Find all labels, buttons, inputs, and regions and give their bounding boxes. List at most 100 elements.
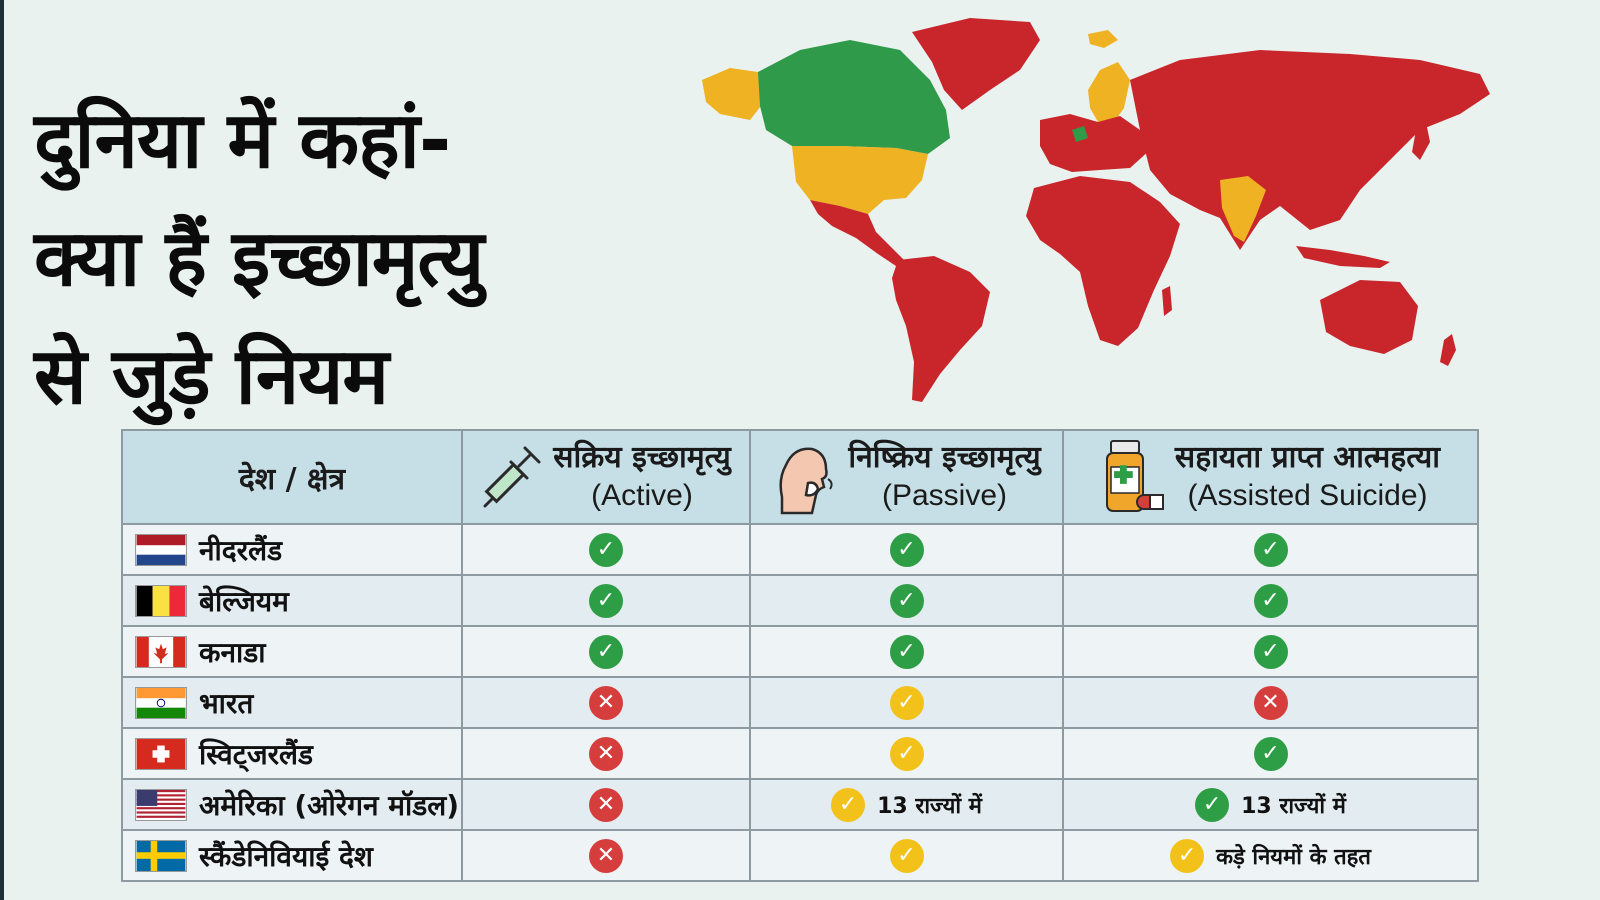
assisted-column-header: सहायता प्राप्त आत्महत्या (Assisted Suici… [1062, 429, 1479, 525]
map-south-america [892, 256, 990, 402]
map-benelux [1072, 126, 1088, 142]
switzerland-flag-icon [135, 737, 187, 770]
passive-status-cell: ✓ [749, 574, 1064, 627]
check-icon: ✓ [1170, 838, 1205, 873]
passive-column-header: निष्क्रिय इच्छामृत्यु (Passive) [749, 429, 1064, 525]
active-status-cell: ✓ [461, 523, 751, 576]
map-africa [1026, 176, 1180, 346]
netherlands-flag-icon [135, 533, 187, 566]
check-icon: ✓ [1253, 634, 1288, 669]
assisted-column-title: सहायता प्राप्त आत्महत्या [1174, 440, 1441, 475]
map-indonesia [1296, 246, 1390, 268]
country-name: स्कैंडेनिवियाई देश [199, 839, 373, 873]
active-status-cell: ✓ [461, 625, 751, 678]
syringe-icon [483, 446, 541, 508]
map-madagascar [1162, 286, 1172, 316]
check-icon: ✓ [589, 634, 623, 669]
assisted-status-cell: ✓ 13 राज्यों में [1062, 778, 1479, 831]
passive-status-cell: ✓ 13 राज्यों में [749, 778, 1064, 831]
table-row: स्विट्जरलैंड ✕ ✓ ✓ [121, 727, 1479, 780]
country-header-label: देश / क्षेत्र [238, 461, 346, 497]
country-column-header: देश / क्षेत्र [121, 429, 463, 525]
passive-column-title: निष्क्रिय इच्छामृत्यु [848, 440, 1041, 475]
table-row: भारत ✕ ✓ ✕ [121, 676, 1479, 729]
country-cell: अमेरिका (ओरेगन मॉडल) [121, 778, 463, 831]
left-edge-bar [0, 0, 4, 900]
check-icon: ✓ [889, 838, 924, 873]
cross-icon: ✕ [589, 685, 623, 720]
status-note: कड़े नियमों के तहत [1216, 844, 1371, 870]
check-icon: ✓ [1253, 583, 1288, 618]
table-row: स्कैंडेनिवियाई देश ✕ ✓ ✓ कड़े नियमों के तहत [121, 829, 1479, 882]
check-icon: ✓ [889, 583, 924, 618]
passive-status-cell: ✓ [749, 523, 1064, 576]
assisted-status-cell: ✓ [1062, 574, 1479, 627]
country-cell: भारत [121, 676, 463, 729]
title-line-3: से जुड़े नियम [34, 332, 389, 423]
active-status-cell: ✕ [461, 676, 751, 729]
check-icon: ✓ [589, 583, 623, 618]
assisted-status-cell: ✓ [1062, 523, 1479, 576]
country-cell: स्कैंडेनिवियाई देश [121, 829, 463, 882]
active-status-cell: ✓ [461, 574, 751, 627]
india-flag-icon [135, 686, 187, 719]
map-scandinavia [1088, 62, 1130, 128]
country-name: नीदरलैंड [199, 533, 283, 567]
map-europe [1040, 114, 1150, 172]
check-icon: ✓ [1195, 787, 1230, 822]
country-cell: कनाडा [121, 625, 463, 678]
table-row: कनाडा ✓ ✓ ✓ [121, 625, 1479, 678]
passive-column-subtitle: (Passive) [881, 479, 1008, 512]
active-status-cell: ✕ [461, 727, 751, 780]
assisted-status-cell: ✓ कड़े नियमों के तहत [1062, 829, 1479, 882]
active-column-header: सक्रिय इच्छामृत्यु (Active) [461, 429, 751, 525]
cross-icon: ✕ [1253, 685, 1288, 720]
table-row: बेल्जियम ✓ ✓ ✓ [121, 574, 1479, 627]
country-name: अमेरिका (ओरेगन मॉडल) [199, 788, 460, 822]
country-name: स्विट्जरलैंड [199, 737, 314, 771]
check-icon: ✓ [1253, 736, 1288, 771]
check-icon: ✓ [831, 787, 866, 822]
sweden-flag-icon [135, 839, 187, 872]
country-cell: स्विट्जरलैंड [121, 727, 463, 780]
cross-icon: ✕ [589, 838, 623, 873]
map-canada [758, 40, 950, 154]
passive-status-cell: ✓ [749, 676, 1064, 729]
map-usa [792, 146, 928, 214]
page-title: दुनिया में कहां- क्या हैं इच्छामृत्यु से… [34, 82, 714, 436]
check-icon: ✓ [889, 685, 924, 720]
check-icon: ✓ [1253, 532, 1288, 567]
assisted-column-subtitle: (Assisted Suicide) [1187, 479, 1428, 512]
status-note: 13 राज्यों में [877, 793, 982, 819]
active-status-cell: ✕ [461, 778, 751, 831]
table-row: नीदरलैंड ✓ ✓ ✓ [121, 523, 1479, 576]
passive-status-cell: ✓ [749, 625, 1064, 678]
table-header-row: देश / क्षेत्र सक्रिय इच्छामृत्य [121, 429, 1479, 525]
country-name: भारत [199, 686, 254, 720]
check-icon: ✓ [889, 736, 924, 771]
title-line-2: क्या हैं इच्छामृत्यु [34, 214, 484, 305]
medicine-bottle-icon [1105, 440, 1164, 512]
check-icon: ✓ [889, 532, 924, 567]
active-column-title: सक्रिय इच्छामृत्यु [553, 440, 731, 475]
euthanasia-rules-table: देश / क्षेत्र सक्रिय इच्छामृत्य [121, 429, 1479, 882]
usa-flag-icon [135, 788, 187, 821]
check-icon: ✓ [589, 532, 623, 567]
country-name: बेल्जियम [199, 584, 289, 618]
assisted-status-cell: ✓ [1062, 727, 1479, 780]
table-row: अमेरिका (ओरेगन मॉडल) ✕ ✓ 13 राज्यों में ✓ 13 … [121, 778, 1479, 831]
status-note: 13 राज्यों में [1241, 793, 1346, 819]
passive-status-cell: ✓ [749, 829, 1064, 882]
map-australia [1320, 280, 1418, 354]
cross-icon: ✕ [589, 736, 623, 771]
map-alaska [702, 68, 764, 120]
map-greenland [912, 18, 1040, 110]
map-iceland [1088, 30, 1118, 48]
assisted-status-cell: ✓ [1062, 625, 1479, 678]
check-icon: ✓ [889, 634, 924, 669]
country-name: कनाडा [199, 635, 266, 669]
map-india [1220, 176, 1266, 242]
world-map [702, 18, 1490, 402]
map-mexico [810, 200, 906, 266]
title-line-1: दुनिया में कहां- [34, 96, 451, 187]
